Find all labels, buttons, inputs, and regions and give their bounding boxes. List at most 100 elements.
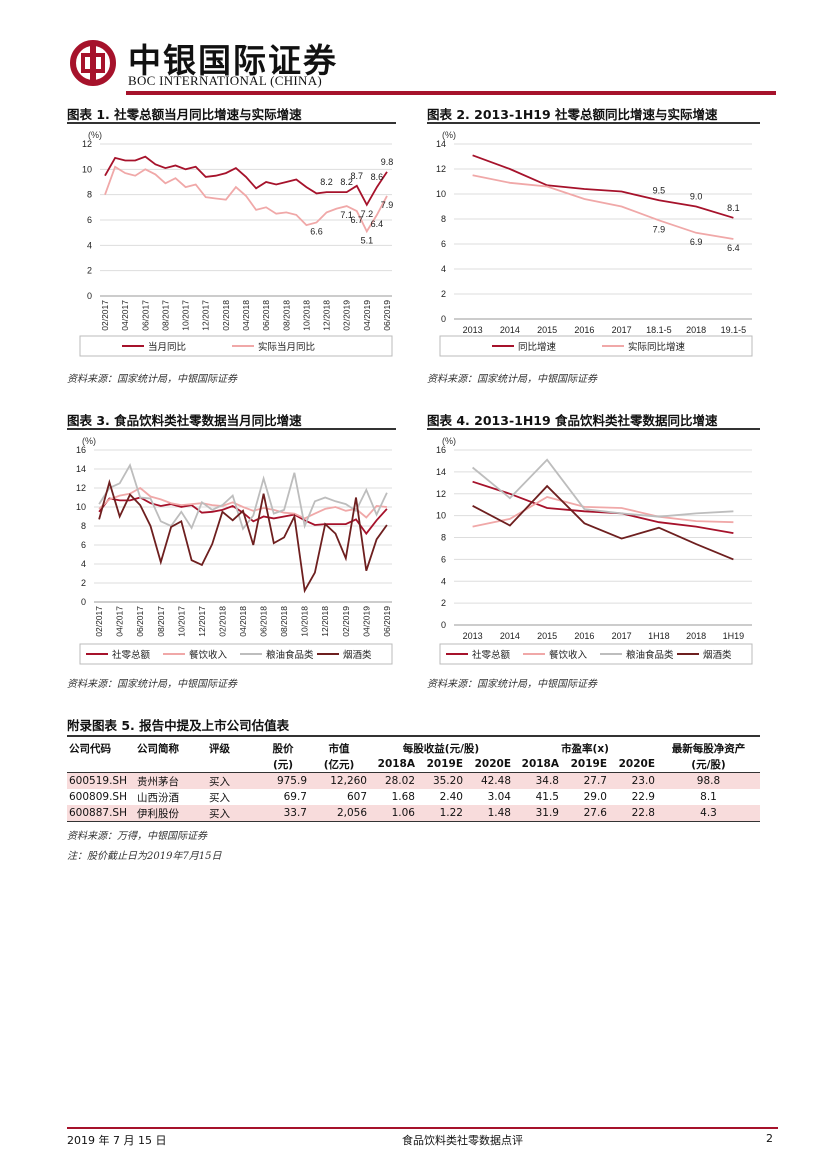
table-row: 600887.SH 伊利股份 买入 33.7 2,056 1.06 1.22 1… bbox=[67, 805, 760, 822]
y-tick-label: 4 bbox=[441, 264, 446, 274]
y-tick-label: 12 bbox=[436, 164, 446, 174]
series-line-3 bbox=[98, 462, 388, 531]
x-tick-label: 10/2017 bbox=[176, 606, 186, 637]
data-label: 8.1 bbox=[727, 203, 740, 213]
series-line-1 bbox=[472, 480, 734, 534]
figure-1-title: 图表 1. 社零总额当月同比增速与实际增速 bbox=[67, 107, 302, 122]
cell-pe: 31.9 bbox=[513, 805, 561, 822]
chart-1: (%) 0 2 4 6 8 10 12 02/2017 04/2017 06/2017 08/2017… bbox=[79, 130, 394, 357]
y-tick-label: 12 bbox=[82, 139, 92, 149]
footer-date: 2019 年 7 月 15 日 bbox=[67, 1134, 167, 1147]
x-tick-label: 04/2017 bbox=[115, 606, 125, 637]
x-tick-label: 2017 bbox=[612, 631, 632, 641]
legend-label: 餐饮收入 bbox=[189, 649, 228, 661]
legend-label: 餐饮收入 bbox=[549, 649, 588, 661]
cell-eps: 42.48 bbox=[465, 772, 513, 789]
page-number: 2 bbox=[766, 1132, 773, 1145]
data-label: 9.0 bbox=[690, 192, 703, 202]
x-tick-label: 04/2018 bbox=[238, 606, 248, 637]
cell-eps: 35.20 bbox=[417, 772, 465, 789]
y-tick-label: 8 bbox=[81, 521, 86, 531]
logo-mark bbox=[70, 40, 116, 86]
data-label: 6.4 bbox=[371, 219, 384, 229]
legend-label: 同比增速 bbox=[518, 341, 557, 353]
cell-eps: 1.22 bbox=[417, 805, 465, 822]
cell-eps: 1.48 bbox=[465, 805, 513, 822]
x-tick-label: 12/2017 bbox=[201, 300, 211, 331]
legend-label: 烟酒类 bbox=[343, 649, 372, 661]
y-tick-label: 2 bbox=[81, 578, 86, 588]
x-tick-label: 04/2019 bbox=[361, 606, 371, 637]
cell-pe: 22.8 bbox=[609, 805, 657, 822]
x-tick-label: 2015 bbox=[537, 631, 557, 641]
y-tick-label: 12 bbox=[436, 489, 446, 499]
y-tick-label: 8 bbox=[87, 190, 92, 200]
y-tick-label: 6 bbox=[441, 239, 446, 249]
data-label: 6.4 bbox=[727, 243, 740, 253]
y-tick-label: 10 bbox=[436, 189, 446, 199]
x-tick-label: 19.1-5 bbox=[721, 325, 747, 335]
x-tick-label: 12/2017 bbox=[197, 606, 207, 637]
header-pe: 市盈率(x) bbox=[561, 742, 609, 755]
legend-label: 实际同比增速 bbox=[628, 341, 686, 353]
cell-rating: 买入 bbox=[207, 805, 257, 822]
x-tick-label: 06/2017 bbox=[140, 300, 150, 331]
figure-1-rule bbox=[67, 122, 396, 124]
cell-pe: 22.9 bbox=[631, 791, 655, 803]
series-line-2 bbox=[472, 496, 734, 528]
y-tick-label: 2 bbox=[87, 266, 92, 276]
x-tick-label: 04/2019 bbox=[362, 300, 372, 331]
x-tick-label: 2013 bbox=[463, 325, 483, 335]
series-line-4 bbox=[472, 484, 734, 561]
figure-3-rule bbox=[67, 428, 396, 430]
logo-text-cn: 中银国际证券 bbox=[128, 41, 338, 80]
data-label: 7.9 bbox=[653, 224, 666, 234]
header-year: 2020E bbox=[618, 758, 655, 770]
header-mcap: 市值 bbox=[328, 742, 350, 755]
header-bvps: 最新每股净资产 bbox=[671, 742, 746, 755]
data-label: 8.6 bbox=[371, 172, 384, 182]
data-label: 8.2 bbox=[320, 177, 333, 187]
y-unit-label: (%) bbox=[442, 130, 456, 140]
cell-pe: 29.0 bbox=[583, 791, 607, 803]
x-tick-label: 2016 bbox=[574, 631, 594, 641]
x-tick-label: 02/2019 bbox=[341, 606, 351, 637]
x-tick-label: 1H18 bbox=[648, 631, 670, 641]
x-tick-label: 06/2019 bbox=[382, 606, 392, 637]
x-tick-label: 10/2018 bbox=[300, 606, 310, 637]
table-row: 600809.SH 山西汾酒 买入 69.7 607 1.68 2.40 3.0… bbox=[67, 789, 760, 805]
legend-label: 实际当月同比 bbox=[258, 341, 315, 353]
legend-label: 粮油食品类 bbox=[626, 649, 674, 661]
cell-pe: 27.7 bbox=[561, 772, 609, 789]
cell-name: 山西汾酒 bbox=[137, 791, 179, 804]
appendix-note: 注：股价截止日为2019年7月15日 bbox=[67, 851, 222, 862]
cell-bvps: 8.1 bbox=[700, 791, 717, 803]
legend-label: 社零总额 bbox=[472, 649, 511, 661]
y-tick-label: 0 bbox=[441, 314, 446, 324]
table-header-row-2: (元) (亿元) 2018A 2019E 2020E 2018A 2019E 2… bbox=[67, 756, 760, 773]
data-label: 7.9 bbox=[381, 200, 394, 210]
cell-pe: 23.0 bbox=[609, 772, 657, 789]
legend-label: 社零总额 bbox=[112, 649, 151, 661]
data-label: 5.1 bbox=[361, 235, 374, 245]
chart-2: (%) 0 2 4 6 8 10 12 14 2013 2014 2015 2016 2017 18.1-5… bbox=[436, 130, 753, 357]
footer-rule bbox=[67, 1127, 778, 1129]
cell-eps: 1.68 bbox=[391, 791, 415, 803]
data-label: 8.7 bbox=[351, 171, 364, 181]
x-tick-label: 06/2018 bbox=[261, 300, 271, 331]
x-tick-label: 18.1-5 bbox=[646, 325, 672, 335]
series-line-3 bbox=[472, 458, 734, 518]
x-tick-label: 02/2018 bbox=[221, 300, 231, 331]
x-tick-label: 2014 bbox=[500, 325, 520, 335]
x-tick-label: 1H19 bbox=[723, 631, 745, 641]
x-tick-label: 06/2017 bbox=[135, 606, 145, 637]
x-tick-label: 08/2018 bbox=[281, 300, 291, 331]
y-tick-label: 6 bbox=[87, 215, 92, 225]
figure-2-title: 图表 2. 2013-1H19 社零总额同比增速与实际增速 bbox=[427, 107, 718, 122]
x-tick-label: 08/2017 bbox=[160, 300, 170, 331]
y-tick-label: 14 bbox=[76, 464, 86, 474]
series-line-1 bbox=[472, 154, 734, 219]
data-label: 6.6 bbox=[310, 227, 323, 237]
legend-label: 当月同比 bbox=[148, 341, 186, 353]
cell-code: 600887.SH bbox=[67, 805, 135, 822]
